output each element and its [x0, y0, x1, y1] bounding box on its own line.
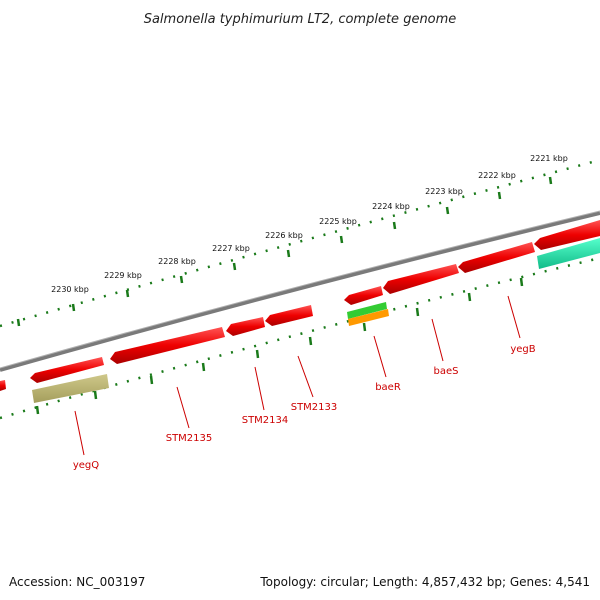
ruler-label: 2223 kbp: [425, 187, 463, 196]
ruler-tick: [93, 390, 98, 400]
ruler-tick: [201, 362, 206, 372]
leader-line: [507, 295, 521, 339]
topology-text: Topology: circular; Length: 4,857,432 bp…: [259, 575, 590, 589]
cds-arrow-STM2134: [226, 317, 265, 336]
ruler-tick: [339, 235, 344, 244]
ruler-tick: [179, 275, 184, 284]
leader-line: [254, 366, 265, 411]
cds-arrow: [534, 220, 600, 250]
cds-arrow: [0, 380, 6, 391]
ruler-tick: [286, 249, 291, 258]
leader-line: [297, 355, 314, 398]
leader-line: [74, 410, 85, 456]
outer-ruler-dots: [0, 158, 600, 328]
ruler-tick: [149, 375, 154, 385]
gene-label-STM2133: STM2133: [291, 402, 338, 413]
cds-arrow-yegQ: [30, 357, 104, 383]
other-features: [32, 238, 600, 403]
ruler-tick: [497, 191, 502, 200]
outer-ruler: 2230 kbp 2229 kbp 2228 kbp 2227 kbp 2226…: [0, 154, 600, 328]
cds-arrow-baeS: [383, 264, 459, 294]
genome-backbone: [0, 211, 600, 372]
ruler-tick: [392, 221, 397, 230]
ruler-label: 2222 kbp: [478, 171, 516, 180]
genome-backbone-highlight: [0, 210, 600, 369]
inner-ruler-ticks: [35, 277, 524, 415]
ruler-tick: [467, 292, 472, 302]
gene-label-baeR: baeR: [375, 382, 401, 393]
ruler-label: 2227 kbp: [212, 244, 250, 253]
ruler-label: 2229 kbp: [104, 271, 142, 280]
ruler-tick: [548, 176, 553, 185]
cds-features: [0, 220, 600, 391]
ruler-label: 2224 kbp: [372, 202, 410, 211]
ruler-tick: [71, 303, 76, 312]
leader-line: [176, 386, 190, 429]
ruler-label: 2228 kbp: [158, 257, 196, 266]
map-title: Salmonella typhimurium LT2, complete gen…: [144, 12, 457, 27]
ruler-tick: [16, 318, 21, 327]
ruler-tick: [35, 405, 40, 415]
cds-arrow-yegB: [458, 242, 535, 273]
green-feature: [347, 302, 387, 319]
teal-feature: [537, 238, 600, 269]
ruler-major-ticks: [16, 176, 553, 327]
cds-arrow-baeR: [344, 286, 383, 305]
ruler-tick: [125, 289, 130, 298]
gene-label-STM2134: STM2134: [242, 415, 289, 426]
gene-label-yegB: yegB: [510, 344, 535, 355]
ruler-tick: [519, 277, 524, 287]
inner-ruler: [0, 256, 600, 420]
gene-label-baeS: baeS: [434, 366, 459, 377]
cds-arrow-STM2133: [265, 305, 313, 326]
ruler-tick: [255, 349, 260, 359]
ruler-label: 2221 kbp: [530, 154, 568, 163]
accession-text: Accession: NC_003197: [9, 575, 145, 589]
ruler-tick: [362, 322, 367, 332]
gene-label-yegQ: yegQ: [73, 460, 99, 471]
label-leaders: [74, 295, 521, 456]
ruler-label: 2225 kbp: [319, 217, 357, 226]
olive-feature: [32, 374, 109, 403]
orange-feature: [348, 309, 389, 326]
cds-arrow-STM2135: [110, 327, 225, 364]
ruler-tick: [308, 336, 313, 346]
ruler-label: 2230 kbp: [51, 285, 89, 294]
gene-label-STM2135: STM2135: [166, 433, 213, 444]
leader-line: [373, 335, 387, 378]
inner-ruler-dots: [0, 256, 600, 420]
leader-line: [431, 318, 444, 362]
ruler-tick: [232, 262, 237, 271]
ruler-label: 2226 kbp: [265, 231, 303, 240]
ruler-tick: [445, 206, 450, 215]
ruler-tick: [415, 307, 420, 317]
